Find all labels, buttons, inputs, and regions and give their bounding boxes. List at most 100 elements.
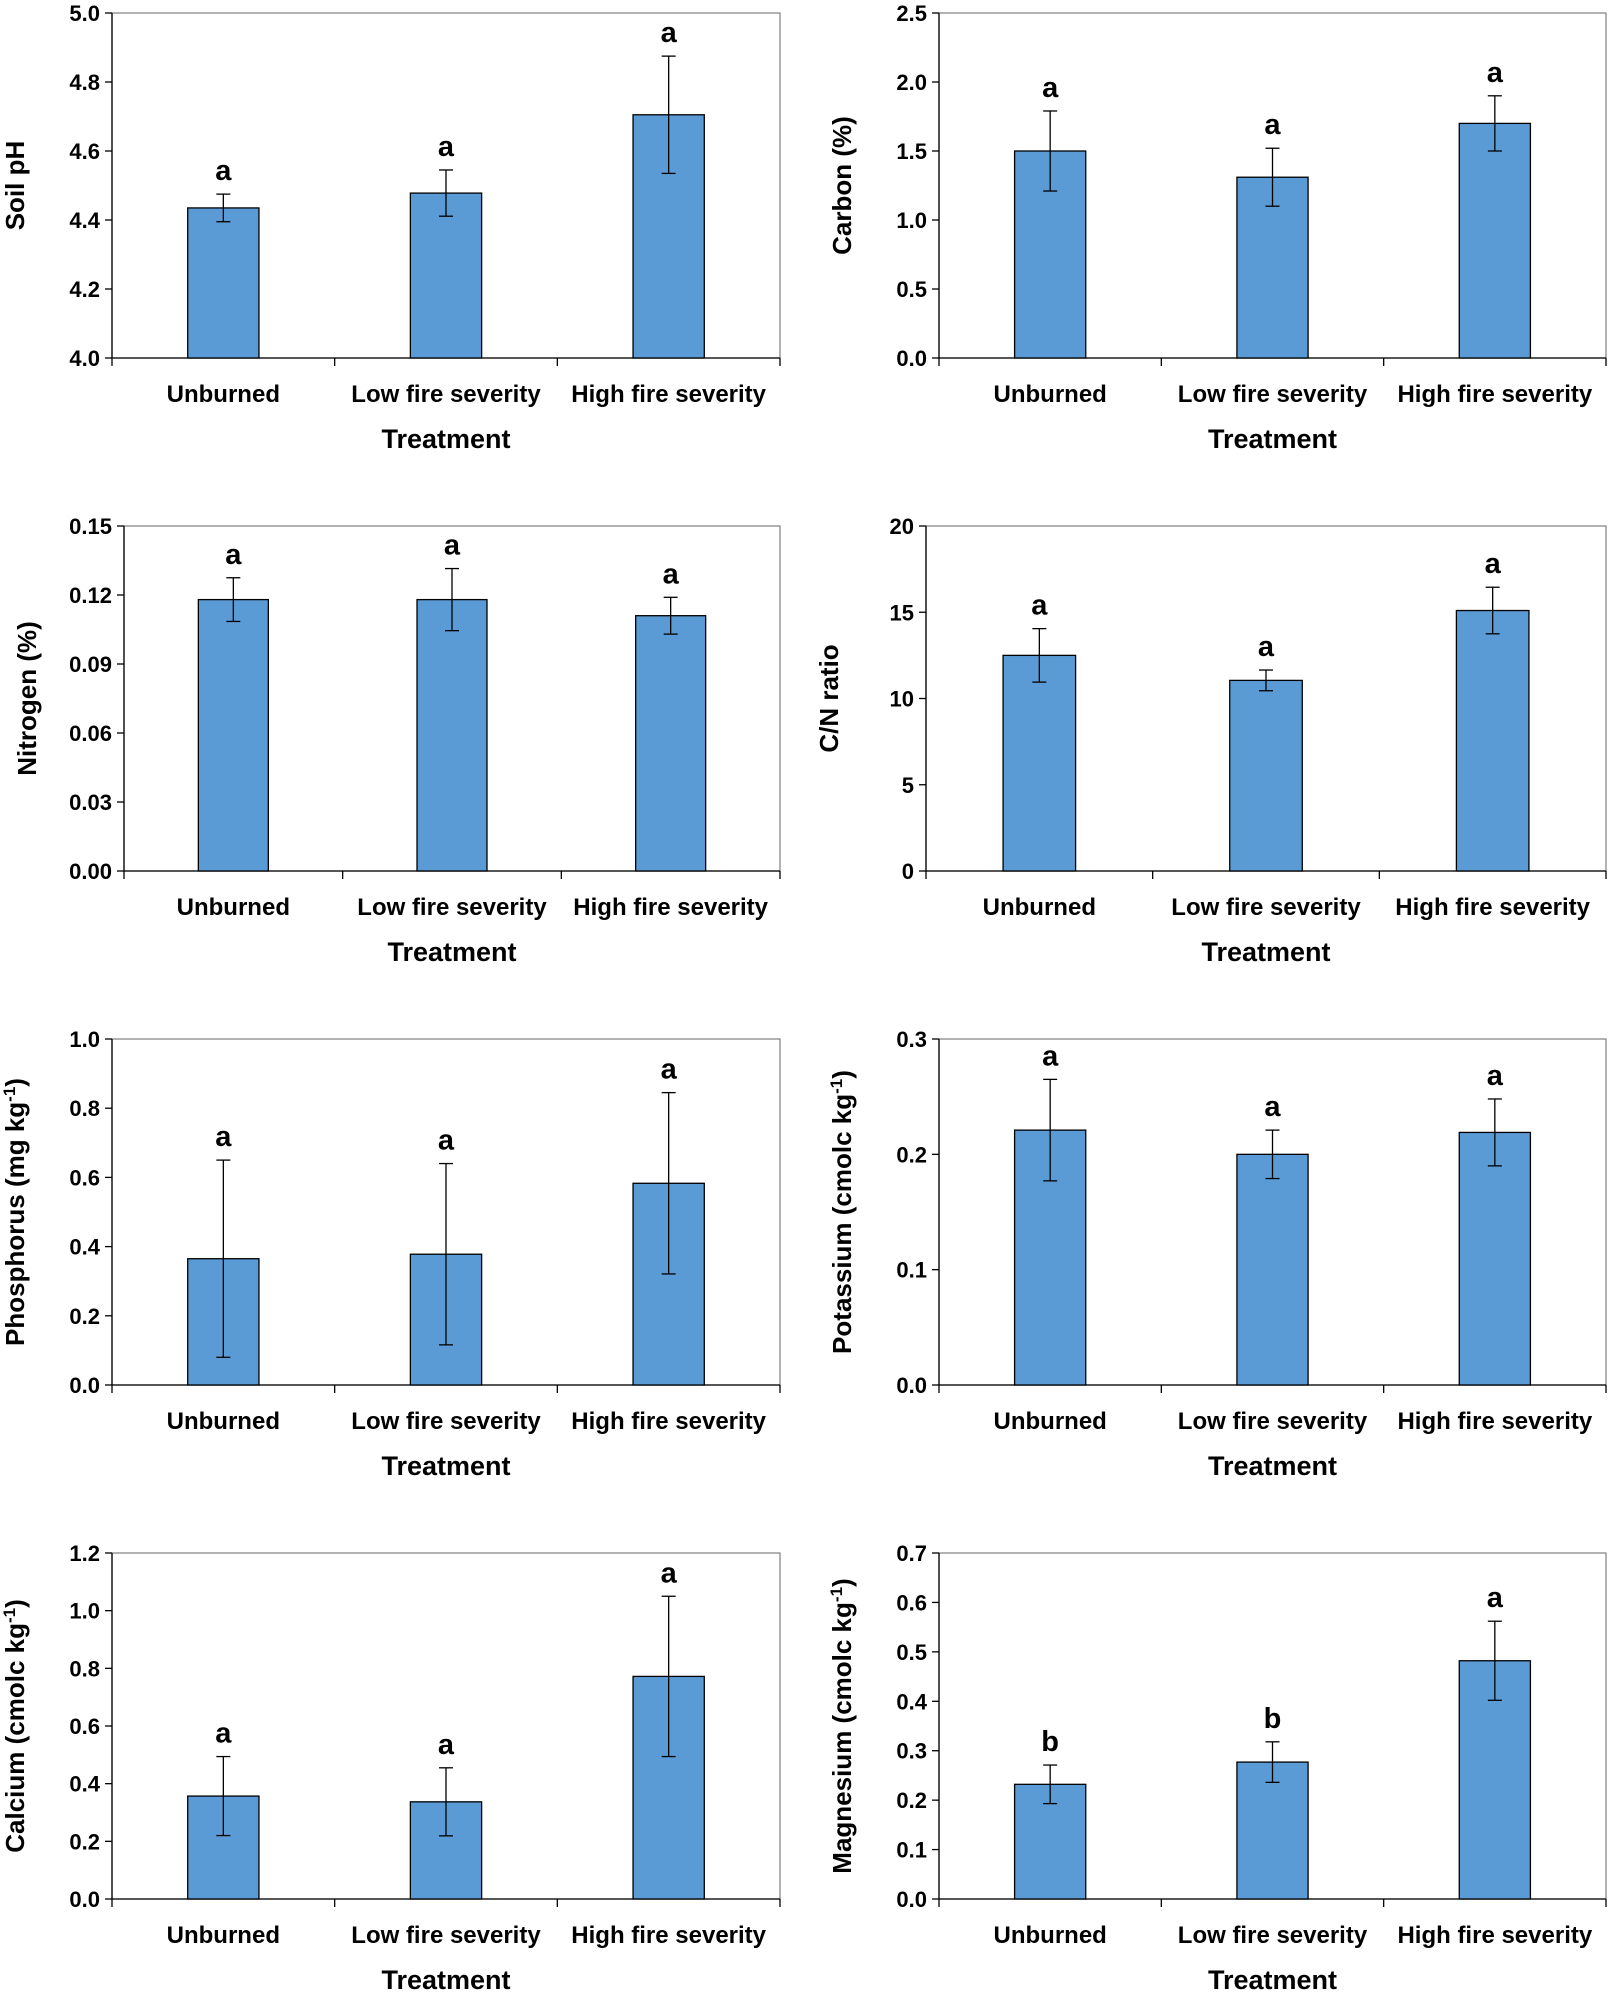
category-label: Low fire severity — [351, 1408, 541, 1435]
y-axis-title: Calcium (cmolc kg-1) — [0, 1599, 30, 1853]
category-label: High fire severity — [1397, 1408, 1592, 1435]
category-label: High fire severity — [1397, 381, 1592, 408]
y-tick-label: 0.00 — [69, 859, 112, 884]
significance-letter: b — [1264, 1703, 1282, 1735]
significance-letter: a — [661, 1054, 678, 1086]
significance-letter: a — [663, 558, 680, 590]
y-tick-label: 1.5 — [896, 139, 927, 164]
y-tick-label: 5 — [902, 773, 914, 798]
significance-letter: a — [661, 17, 678, 49]
significance-letter: a — [1264, 1091, 1281, 1123]
y-tick-label: 0.8 — [69, 1656, 100, 1681]
y-axis-title-end: ) — [0, 1599, 30, 1608]
y-tick-label: 0.3 — [896, 1739, 927, 1764]
y-tick-label: 0.2 — [896, 1142, 927, 1167]
y-tick-label: 0.6 — [69, 1714, 100, 1739]
x-axis-title: Treatment — [381, 1451, 510, 1481]
category-label: High fire severity — [571, 1408, 766, 1435]
y-axis-title-superscript: -1 — [827, 1079, 846, 1094]
y-tick-label: 4.4 — [69, 208, 100, 233]
y-axis-title: Potassium (cmolc kg-1) — [827, 1070, 858, 1354]
y-tick-label: 0.8 — [69, 1096, 100, 1121]
chart-panel-3: 0.00 0.03 0.06 0.09 0.12 0.15 a Unburned a Low fi… — [12, 514, 781, 967]
y-tick-label: 0.0 — [69, 1373, 100, 1398]
significance-letter: a — [225, 539, 242, 571]
significance-letter: b — [1041, 1726, 1059, 1758]
significance-letter: a — [661, 1557, 678, 1589]
category-label: High fire severity — [573, 894, 768, 921]
x-axis-title: Treatment — [381, 424, 510, 454]
significance-letter: a — [215, 1718, 232, 1750]
x-axis-title: Treatment — [1208, 1965, 1337, 1992]
y-tick-label: 0.0 — [896, 1887, 927, 1912]
chart-panel-4: 0 5 10 15 20 a Unburned a Low fire severity a High… — [814, 514, 1607, 967]
category-label: Low fire severity — [1171, 894, 1361, 921]
y-axis-title: Phosphorus (mg kg-1) — [0, 1078, 30, 1346]
category-label: Unburned — [994, 1922, 1107, 1949]
category-label: Low fire severity — [357, 894, 547, 921]
y-axis-title-end: ) — [827, 1070, 857, 1079]
significance-letter: a — [1485, 548, 1502, 580]
y-axis-title-superscript: -1 — [0, 1608, 19, 1623]
significance-letter: a — [1487, 57, 1504, 89]
y-tick-label: 0.03 — [69, 790, 112, 815]
y-tick-label: 0.7 — [896, 1541, 927, 1566]
significance-letter: a — [215, 1121, 232, 1153]
x-axis-title: Treatment — [387, 937, 516, 967]
y-axis-title-end: ) — [0, 1078, 30, 1087]
significance-letter: a — [1487, 1582, 1504, 1614]
y-tick-label: 0.6 — [69, 1165, 100, 1190]
y-tick-label: 0.4 — [69, 1772, 100, 1797]
bar — [416, 598, 488, 872]
category-label: Low fire severity — [351, 381, 541, 408]
bar — [409, 192, 483, 359]
category-label: High fire severity — [1397, 1922, 1592, 1949]
y-tick-label: 2.5 — [896, 1, 927, 26]
x-axis-title: Treatment — [1201, 937, 1330, 967]
y-tick-label: 4.2 — [69, 277, 100, 302]
category-label: Unburned — [167, 1922, 280, 1949]
significance-letter: a — [1487, 1060, 1504, 1092]
category-label: High fire severity — [1395, 894, 1590, 921]
y-tick-label: 0.15 — [69, 514, 112, 539]
y-tick-label: 1.2 — [69, 1541, 100, 1566]
bar — [1236, 1153, 1309, 1386]
y-tick-label: 5.0 — [69, 1, 100, 26]
significance-letter: a — [1042, 72, 1059, 104]
significance-letter: a — [1258, 631, 1275, 663]
category-label: High fire severity — [571, 1922, 766, 1949]
y-axis-title: Magnesium (cmolc kg-1) — [827, 1578, 858, 1873]
bar — [1236, 1761, 1309, 1900]
category-label: Unburned — [177, 894, 290, 921]
y-tick-label: 2.0 — [896, 70, 927, 95]
y-tick-label: 0.5 — [896, 277, 927, 302]
x-axis-title: Treatment — [1208, 424, 1337, 454]
y-tick-label: 4.8 — [69, 70, 100, 95]
y-tick-label: 0.1 — [896, 1258, 927, 1283]
significance-letter: a — [1031, 590, 1048, 622]
y-tick-label: 15 — [890, 600, 914, 625]
y-axis-title-superscript: -1 — [827, 1587, 846, 1602]
category-label: Unburned — [983, 894, 1096, 921]
y-tick-label: 4.0 — [69, 346, 100, 371]
y-tick-label: 0.5 — [896, 1640, 927, 1665]
bar — [1002, 654, 1077, 872]
y-tick-label: 0.12 — [69, 583, 112, 608]
category-label: Low fire severity — [351, 1922, 541, 1949]
y-tick-label: 0.6 — [896, 1590, 927, 1615]
significance-letter: a — [215, 155, 232, 187]
chart-panel-2: 0.0 0.5 1.0 1.5 2.0 2.5 a Unburned a Low fire sev… — [827, 1, 1607, 454]
y-tick-label: 0.09 — [69, 652, 112, 677]
y-axis-title: Nitrogen (%) — [12, 621, 42, 776]
y-tick-label: 0.3 — [896, 1027, 927, 1052]
category-label: Unburned — [167, 381, 280, 408]
x-axis-title: Treatment — [381, 1965, 510, 1992]
bar — [187, 207, 260, 359]
bar — [1236, 176, 1309, 359]
significance-letter: a — [1042, 1040, 1059, 1072]
category-label: Unburned — [994, 381, 1107, 408]
y-tick-label: 0.4 — [896, 1689, 927, 1714]
y-tick-label: 20 — [890, 514, 914, 539]
y-tick-label: 0.0 — [896, 1373, 927, 1398]
